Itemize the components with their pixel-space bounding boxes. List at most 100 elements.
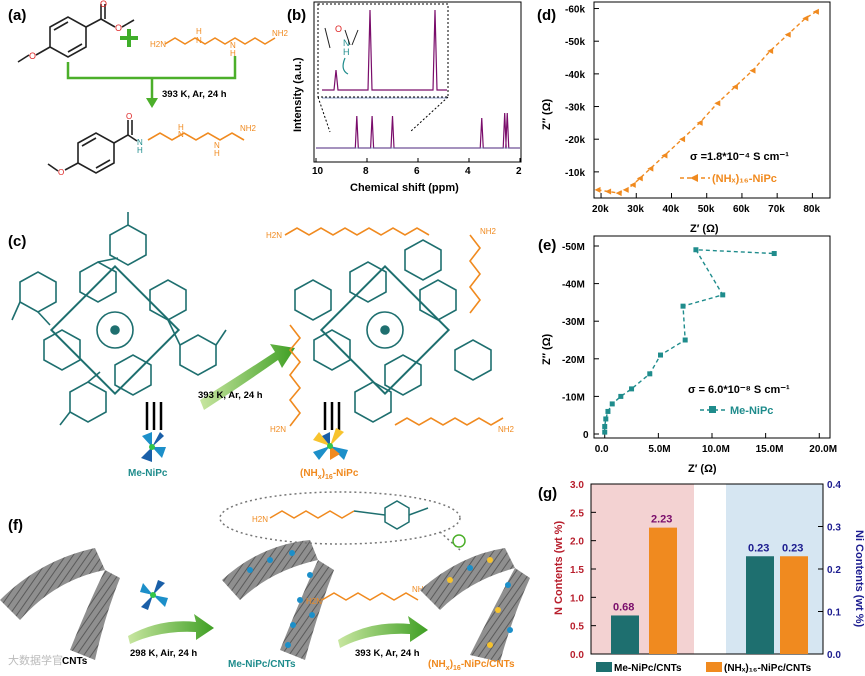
panel-b-label: (b): [287, 7, 306, 24]
zoom-labels: H2N: [252, 515, 268, 524]
cnt-label: CNTs: [62, 656, 88, 667]
ester-oxygen-3: O: [29, 51, 36, 61]
d-point: [767, 48, 774, 54]
e-point: [658, 352, 664, 358]
d-xtick-label: 20k: [592, 204, 609, 215]
d-point: [615, 190, 622, 197]
mid-nipc-dots: [247, 550, 315, 648]
svg-text:N: N: [343, 38, 350, 48]
nh-chains: [284, 227, 504, 427]
cnt-bundle-left: [0, 548, 120, 660]
panel-d-series: [594, 8, 819, 197]
zoom-ellipse: [219, 491, 461, 545]
g-n-bar: [611, 615, 639, 654]
g-left-tick-label: 0.0: [570, 650, 584, 661]
step2-arrow: [338, 616, 428, 648]
legend-swatch-nh: [706, 662, 722, 672]
ester-molecule: [17, 4, 135, 63]
panel-c-label: (c): [8, 233, 26, 250]
e-xtick-label: 5.0M: [648, 444, 670, 455]
g-left-tick-label: 1.0: [570, 593, 584, 604]
legend-swatch-me: [596, 662, 612, 672]
g-left-tick-label: 2.5: [570, 508, 584, 519]
panel-b-inset: [317, 3, 449, 98]
d-point: [679, 136, 686, 143]
reaction-bracket: [66, 56, 237, 100]
panel-b-spectrum: [316, 112, 520, 149]
g-ni-bar: [746, 556, 774, 654]
panel-f: (f) CNTs 298 K, Air, 24 h Me-NiPc/CNTs H…: [0, 491, 530, 672]
svg-text:N: N: [178, 130, 184, 139]
d-point: [605, 188, 612, 195]
d-point: [594, 186, 601, 193]
d-point: [629, 181, 636, 188]
e-ytick-label: -30M: [562, 317, 585, 328]
svg-text:O: O: [58, 168, 64, 177]
d-point: [802, 15, 809, 22]
g-left-tick-label: 3.0: [570, 480, 584, 491]
e-point: [682, 337, 688, 343]
ester-oxygen-1: O: [100, 0, 107, 9]
e-point: [605, 408, 611, 414]
panel-d-ylabel: Z″ (Ω): [541, 98, 553, 130]
e-point: [603, 416, 609, 422]
svg-text:H: H: [343, 47, 350, 57]
e-ytick-label: -20M: [562, 355, 585, 366]
d-ytick-label: -10k: [565, 168, 585, 179]
right-nipc-dots: [447, 557, 513, 648]
b-xtick-label: 8: [363, 166, 369, 177]
svg-text:H2N: H2N: [266, 231, 282, 240]
b-xtick-label: 10: [312, 166, 324, 177]
svg-text:O: O: [126, 112, 132, 121]
d-xtick-label: 40k: [662, 204, 679, 215]
svg-text:H2N: H2N: [270, 425, 286, 434]
d-ytick-label: -40k: [565, 70, 585, 81]
panel-a-condition: 393 K, Ar, 24 h: [162, 89, 227, 100]
svg-text:NH2: NH2: [240, 124, 257, 133]
ester-oxygen-2: O: [115, 23, 122, 33]
cnt-bundle-right: [420, 548, 530, 662]
g-right-tick-label: 0.4: [827, 480, 841, 491]
reaction-arrow-head: [146, 98, 158, 108]
d-point: [812, 8, 819, 15]
e-point: [647, 371, 653, 377]
panel-b-ylabel: Intensity (a.u.): [292, 57, 304, 132]
inset-spectrum: [322, 9, 447, 91]
panel-d-xlabel: Z′ (Ω): [690, 223, 719, 235]
panel-c-legend-right: (NHx)16-NiPc: [300, 468, 359, 481]
svg-text:NH2: NH2: [498, 425, 515, 434]
e-point: [680, 303, 686, 309]
g-n-value: 0.68: [613, 601, 634, 613]
e-ytick-label: -50M: [562, 242, 585, 253]
panel-d-annotation: σ =1.8*10⁻⁴ S cm⁻¹: [690, 151, 789, 163]
panel-g-ylabel-left: N Contents (wt %): [553, 521, 565, 615]
d-point: [731, 83, 738, 90]
svg-text:N: N: [214, 141, 220, 150]
svg-text:H: H: [230, 49, 236, 58]
panel-g-label: (g): [538, 485, 557, 502]
d-point: [749, 67, 756, 74]
svg-text:H: H: [196, 27, 202, 36]
e-xtick-label: 20.0M: [809, 444, 837, 455]
d-series-line: [597, 11, 817, 194]
watermark: 大数据学官: [8, 653, 63, 667]
bg-me-nipc-zone: [591, 484, 694, 654]
svg-text:N: N: [230, 41, 236, 50]
panel-d-frame: [593, 1, 831, 199]
panel-f-label: (f): [8, 517, 23, 534]
e-point: [618, 393, 624, 399]
svg-text:H: H: [178, 123, 184, 132]
panel-a-label: (a): [8, 7, 26, 24]
e-point: [609, 401, 615, 407]
me-nipc-icon: [141, 432, 166, 462]
legend-nh: (NHₓ)₁₆-NiPc/CNTs: [724, 663, 812, 674]
svg-text:NH2: NH2: [412, 585, 429, 594]
panel-c-legend-left: Me-NiPc: [128, 468, 168, 479]
me-nipc-structure: [11, 212, 227, 426]
g-ni-value: 0.23: [748, 542, 769, 554]
panel-b-xlabel: Chemical shift (ppm): [350, 182, 459, 194]
e-point: [629, 386, 635, 392]
panel-d-label: (d): [537, 7, 556, 24]
e-ytick-label: 0: [583, 430, 589, 441]
